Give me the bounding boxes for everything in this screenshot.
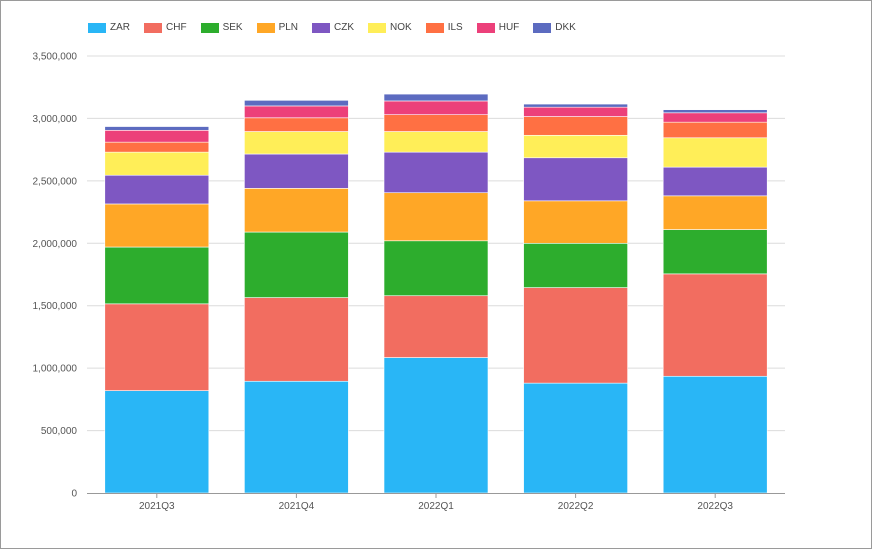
y-tick-label: 500,000: [41, 426, 78, 437]
bar-segment-dkk: [523, 103, 628, 108]
bar-segment-pln: [244, 188, 349, 233]
legend-item-dkk[interactable]: DKK: [533, 22, 576, 33]
legend-item-huf[interactable]: HUF: [476, 22, 520, 33]
legend-label: PLN: [278, 22, 299, 33]
legend-item-nok[interactable]: NOK: [368, 22, 412, 33]
bar-segment-dkk: [244, 100, 349, 107]
bar-segment-ils: [662, 121, 768, 139]
legend-swatch: [144, 22, 162, 33]
bar-segment-pln: [523, 200, 628, 244]
legend-swatch: [88, 22, 106, 33]
bar-segment-czk: [244, 153, 349, 189]
legend-item-ils[interactable]: ILS: [425, 22, 463, 33]
bar-segment-sek: [244, 231, 349, 298]
x-tick-label: 2021Q4: [279, 501, 315, 512]
legend-label: ILS: [447, 22, 463, 33]
bar-segment-sek: [523, 242, 628, 288]
bar-segment-ils: [383, 114, 489, 132]
bar-segment-chf: [523, 287, 628, 384]
bar-segment-czk: [662, 166, 768, 197]
legend-item-chf[interactable]: CHF: [144, 22, 187, 33]
legend-swatch: [476, 22, 495, 33]
bar-segment-chf: [104, 303, 210, 391]
x-tick-label: 2021Q3: [139, 501, 175, 512]
bar-segment-chf: [383, 295, 489, 358]
bar-segment-pln: [662, 195, 768, 230]
y-tick-label: 0: [71, 489, 77, 500]
legend-label: SEK: [222, 22, 243, 33]
y-tick-label: 1,000,000: [33, 364, 78, 375]
bar-segment-ils: [104, 141, 210, 153]
bar-segment-nok: [383, 131, 489, 153]
bar-segment-zar: [662, 375, 768, 494]
legend-item-pln[interactable]: PLN: [256, 22, 299, 33]
legend-label: ZAR: [110, 22, 130, 33]
bar-segment-nok: [244, 131, 349, 155]
legend-item-zar[interactable]: ZAR: [88, 22, 130, 33]
x-tick-label: 2022Q1: [418, 501, 454, 512]
y-tick-label: 2,500,000: [33, 176, 78, 187]
bar-segment-ils: [523, 116, 628, 136]
bar-segment-pln: [104, 203, 210, 248]
bar-segment-ils: [244, 117, 349, 132]
bar-segment-sek: [104, 246, 210, 305]
bar-segment-czk: [383, 151, 489, 194]
bar-segment-zar: [104, 390, 210, 494]
legend-swatch: [368, 22, 387, 33]
legend-label: DKK: [555, 22, 576, 33]
bar-segment-nok: [523, 134, 628, 159]
y-tick-label: 2,000,000: [33, 239, 78, 250]
bar-segment-huf: [662, 112, 768, 123]
legend-swatch: [200, 22, 219, 33]
legend-label: HUF: [498, 22, 520, 33]
bar-segment-sek: [383, 240, 489, 297]
x-tick-label: 2022Q2: [558, 501, 594, 512]
bar-segment-dkk: [662, 109, 768, 114]
y-tick-label: 3,000,000: [33, 114, 78, 125]
bar-segment-czk: [523, 157, 628, 202]
bar-segment-zar: [523, 382, 628, 494]
chart-legend: ZAR CHF SEK PLN CZK NOK ILS HUF DKK: [88, 22, 590, 33]
bar-segment-nok: [662, 137, 768, 168]
bar-segment-huf: [244, 105, 349, 119]
legend-item-sek[interactable]: SEK: [200, 22, 243, 33]
x-tick-label: 2022Q3: [697, 501, 733, 512]
bar-segment-czk: [104, 174, 210, 205]
legend-swatch: [256, 22, 275, 33]
bar-segment-zar: [244, 380, 349, 494]
bar-segment-dkk: [104, 126, 210, 131]
y-tick-label: 3,500,000: [33, 52, 78, 63]
bar-segment-zar: [383, 357, 489, 494]
bar-segment-dkk: [383, 93, 489, 102]
legend-swatch: [533, 22, 552, 33]
bar-segment-huf: [104, 129, 210, 143]
bar-segment-huf: [523, 106, 628, 117]
bar-segment-sek: [662, 229, 768, 275]
legend-label: CHF: [166, 22, 187, 33]
legend-label: CZK: [334, 22, 355, 33]
bar-segment-chf: [244, 297, 349, 382]
legend-label: NOK: [390, 22, 412, 33]
bar-segment-chf: [662, 273, 768, 377]
bar-segment-huf: [383, 100, 489, 115]
legend-item-czk[interactable]: CZK: [312, 22, 354, 33]
y-tick-label: 1,500,000: [33, 301, 78, 312]
bar-segment-nok: [104, 151, 210, 176]
legend-swatch: [312, 22, 331, 33]
legend-swatch: [425, 22, 444, 33]
bar-segment-pln: [383, 192, 489, 242]
